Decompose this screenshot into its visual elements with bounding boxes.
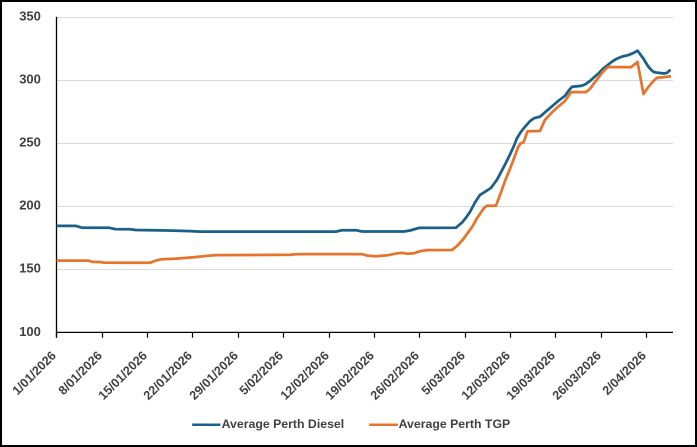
svg-text:Average Perth TGP: Average Perth TGP	[399, 417, 511, 431]
svg-text:Average Perth Diesel: Average Perth Diesel	[222, 417, 345, 431]
svg-text:200: 200	[19, 198, 41, 213]
svg-text:150: 150	[19, 261, 41, 276]
svg-text:250: 250	[19, 135, 41, 150]
svg-text:300: 300	[19, 72, 41, 87]
svg-text:100: 100	[19, 324, 41, 339]
svg-text:350: 350	[19, 8, 41, 23]
